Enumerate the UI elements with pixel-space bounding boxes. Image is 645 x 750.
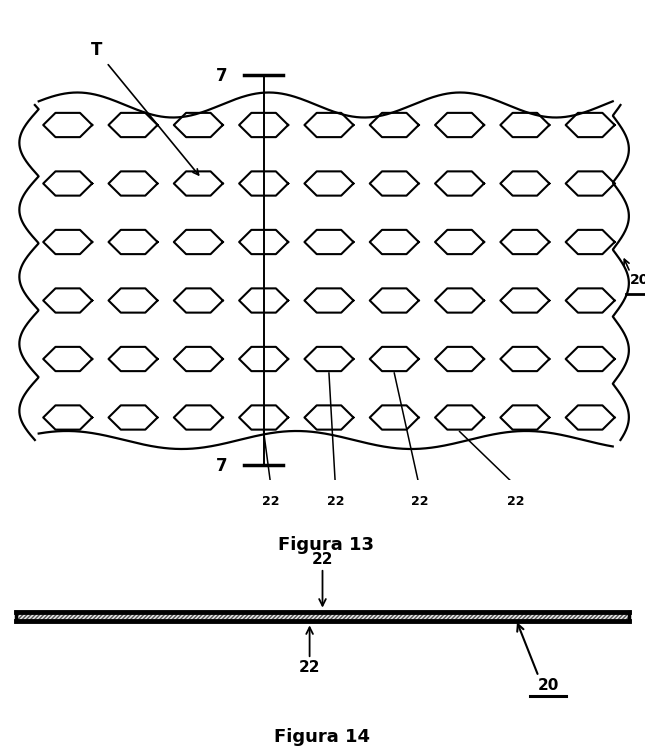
Text: 22: 22 [299, 660, 321, 675]
Text: 20: 20 [537, 678, 559, 693]
Bar [16, 612, 629, 621]
Text: 22: 22 [410, 495, 428, 508]
Text: 22: 22 [262, 495, 280, 508]
Text: 22: 22 [326, 495, 344, 508]
Text: Figura 14: Figura 14 [275, 728, 370, 746]
Bar [16, 612, 629, 621]
Text: 22: 22 [507, 495, 525, 508]
Text: 7: 7 [216, 457, 228, 475]
Text: 7: 7 [216, 67, 228, 85]
Text: 20: 20 [630, 273, 645, 287]
Text: Figura 13: Figura 13 [278, 536, 373, 554]
Text: 22: 22 [312, 552, 333, 567]
Text: T: T [91, 41, 103, 59]
